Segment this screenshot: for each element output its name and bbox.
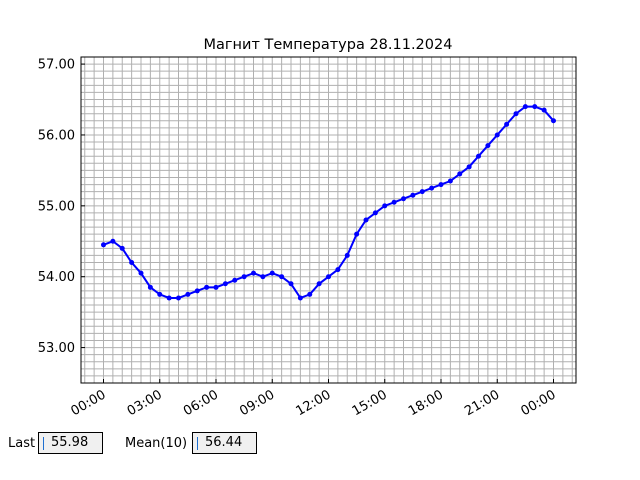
data-point [447,178,453,184]
data-point [288,281,294,287]
data-point [551,118,556,124]
data-point [504,121,510,127]
mean-value-field[interactable]: 56.44 [192,432,257,454]
data-point [494,132,500,138]
data-point [391,199,397,205]
x-tick-label: 00:00 [519,387,559,419]
data-point [147,284,153,290]
data-point [129,260,135,266]
data-point [354,231,360,237]
chart-title: Магнит Температура 28.11.2024 [204,37,453,53]
data-point [476,153,481,159]
data-point [541,107,547,113]
data-point [166,295,172,301]
data-point [185,291,191,297]
x-tick-label: 15:00 [350,387,390,419]
data-point [363,217,369,223]
x-axis: 00:00 03:00 06:00 09:00 12:00 15:00 18:00 21:00… [69,379,559,419]
data-point [307,291,313,297]
data-point [372,210,378,216]
data-point [279,274,285,280]
data-point [297,295,303,301]
data-point [241,274,247,280]
data-point [522,104,528,110]
data-point [513,111,519,117]
x-tick-label: 12:00 [294,387,334,419]
data-point [457,171,463,177]
data-point [485,143,491,149]
data-point [232,277,238,283]
last-label: Last [8,436,36,451]
grid [81,56,576,384]
y-axis: 53.00 54.00 55.00 56.00 57.00 [38,58,85,356]
data-point [326,274,331,280]
mean-label: Mean(10) [125,436,188,451]
y-tick-label: 55.00 [38,199,75,214]
data-point [316,281,322,287]
last-value: 55.98 [51,435,89,450]
y-tick-label: 54.00 [38,270,75,285]
data-point [222,281,228,287]
x-tick-label: 03:00 [125,387,165,419]
y-tick-label: 56.00 [38,128,75,143]
x-tick-label: 00:00 [69,387,109,419]
data-point [119,245,125,251]
y-tick-label: 57.00 [38,58,75,73]
x-tick-label: 21:00 [462,387,502,419]
data-point [532,104,538,110]
x-tick-label: 18:00 [406,387,446,419]
data-point [213,284,219,290]
data-point [410,192,416,198]
x-tick-label: 06:00 [181,387,221,419]
data-point [438,182,444,188]
text-caret [43,437,44,450]
data-point [101,242,106,248]
series-temperature [101,104,556,301]
data-point [194,288,200,294]
data-point [157,291,163,297]
temperature-chart: Магнит Температура 28.11.2024 53.00 54.00… [38,37,577,419]
data-point [429,185,435,191]
x-tick-label: 09:00 [237,387,277,419]
data-point [335,267,341,273]
last-value-field[interactable]: 55.98 [38,432,103,454]
data-point [466,164,472,170]
y-tick-label: 53.00 [38,341,75,356]
mean-value: 56.44 [205,435,243,450]
data-point [260,274,266,280]
data-point [251,270,256,276]
data-point [176,295,181,301]
status-bar: Last 55.98 Mean(10) 56.44 [0,432,640,456]
data-point [204,284,210,290]
data-point [401,196,406,202]
data-point [138,270,144,276]
data-point [344,252,350,258]
text-caret [197,437,198,450]
data-point [382,203,388,209]
data-point [419,189,425,195]
data-point [110,238,116,244]
data-point [269,270,275,276]
